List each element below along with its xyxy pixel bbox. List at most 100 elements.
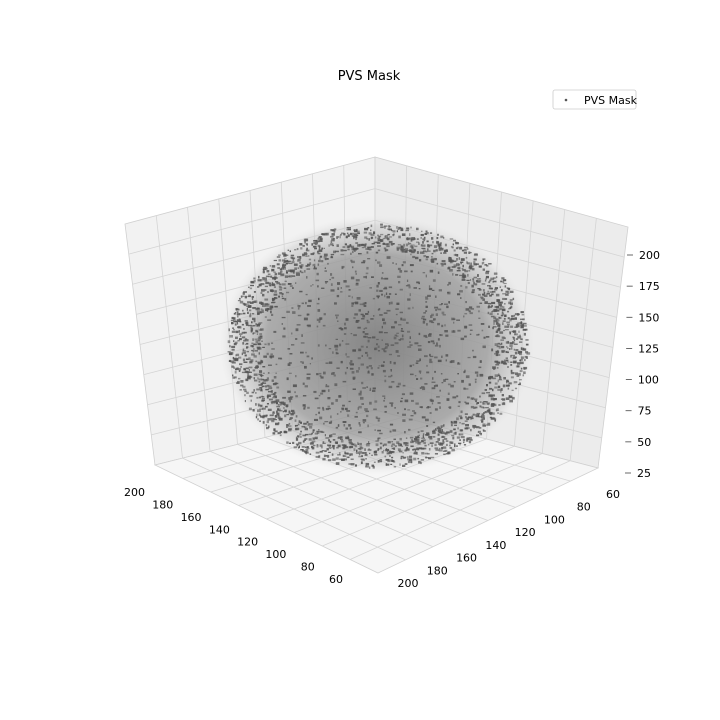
pvs-point (441, 324, 444, 328)
pvs-point (433, 385, 436, 388)
pvs-point (288, 269, 292, 272)
pvs-point (248, 375, 253, 378)
pvs-point (514, 333, 518, 336)
pvs-point (422, 320, 426, 324)
pvs-point (307, 423, 310, 426)
pvs-point (238, 330, 240, 333)
pvs-point (491, 301, 496, 304)
pvs-point (438, 248, 442, 252)
pvs-point (514, 387, 518, 390)
pvs-point (357, 443, 359, 445)
pvs-point (366, 251, 369, 254)
pvs-point (276, 402, 278, 405)
pvs-point (501, 350, 504, 353)
pvs-point (286, 259, 289, 262)
pvs-point (256, 310, 261, 313)
pvs-point (330, 253, 335, 256)
pvs-point (429, 232, 433, 234)
pvs-point (380, 223, 383, 226)
pvs-point (384, 375, 387, 377)
pvs-point (494, 335, 497, 337)
pvs-point (275, 281, 279, 283)
pvs-point (258, 384, 263, 386)
pvs-point (488, 263, 492, 265)
pvs-point (379, 239, 382, 242)
pvs-point (406, 243, 409, 247)
pvs-point (419, 387, 422, 389)
pvs-point (243, 304, 247, 306)
pvs-point (317, 285, 319, 288)
pvs-point (507, 347, 509, 349)
pvs-point (279, 431, 283, 433)
pvs-point (333, 446, 335, 450)
pvs-point (406, 279, 409, 282)
pvs-point (306, 421, 309, 424)
pvs-point (443, 424, 445, 427)
pvs-point (494, 374, 499, 377)
pvs-point (348, 400, 351, 403)
pvs-point (304, 238, 309, 242)
pvs-point (466, 439, 469, 442)
pvs-point (339, 458, 342, 460)
pvs-point (470, 252, 472, 254)
pvs-point (432, 241, 434, 244)
pvs-point (246, 308, 248, 311)
pvs-point (327, 459, 332, 462)
pvs-point (496, 408, 499, 411)
pvs-point (274, 382, 277, 385)
pvs-point (489, 306, 493, 308)
pvs-point (415, 402, 419, 405)
pvs-point (319, 450, 323, 453)
pvs-point (365, 444, 370, 447)
pvs-point (352, 388, 356, 390)
pvs-point (242, 358, 246, 362)
pvs-point (462, 438, 466, 442)
pvs-point (501, 277, 505, 280)
pvs-point (491, 293, 494, 296)
pvs-point (252, 300, 256, 303)
pvs-point (501, 336, 505, 339)
pvs-point (366, 366, 369, 369)
pvs-point (253, 343, 256, 346)
pvs-point (417, 431, 420, 434)
pvs-point (421, 440, 424, 443)
pvs-point (232, 356, 234, 360)
pvs-point (468, 251, 471, 254)
pvs-point (485, 270, 490, 273)
pvs-point (377, 249, 381, 252)
pvs-point (473, 253, 478, 257)
pvs-point (257, 404, 261, 407)
pvs-point (474, 426, 479, 428)
chart-title: PVS Mask (338, 69, 401, 84)
pvs-point (396, 226, 398, 229)
pvs-point (383, 449, 385, 452)
pvs-point (488, 281, 491, 284)
pvs-point (377, 282, 380, 285)
pvs-point (418, 370, 422, 373)
pvs-point (355, 452, 359, 454)
pvs-point (337, 320, 339, 322)
pvs-point (251, 313, 255, 315)
pvs-point (282, 402, 286, 405)
pvs-point (358, 253, 362, 255)
pvs-point (328, 244, 330, 247)
pvs-point (279, 403, 282, 406)
pvs-point (281, 297, 285, 300)
pvs-point (251, 321, 253, 324)
pvs-point (289, 285, 293, 287)
pvs-point (512, 341, 515, 344)
pvs-point (361, 455, 363, 458)
pvs-point (359, 303, 364, 306)
pvs-point (318, 372, 322, 375)
pvs-point (400, 317, 403, 321)
pvs-point (341, 266, 344, 270)
pvs-point (500, 314, 504, 317)
pvs-point (289, 417, 293, 419)
pvs-point (468, 416, 470, 419)
pvs-point (374, 347, 378, 351)
pvs-point (464, 246, 468, 249)
pvs-point (262, 270, 265, 274)
pvs-point (377, 245, 381, 247)
z-tick-label: 125 (638, 342, 659, 355)
pvs-point (318, 455, 321, 458)
